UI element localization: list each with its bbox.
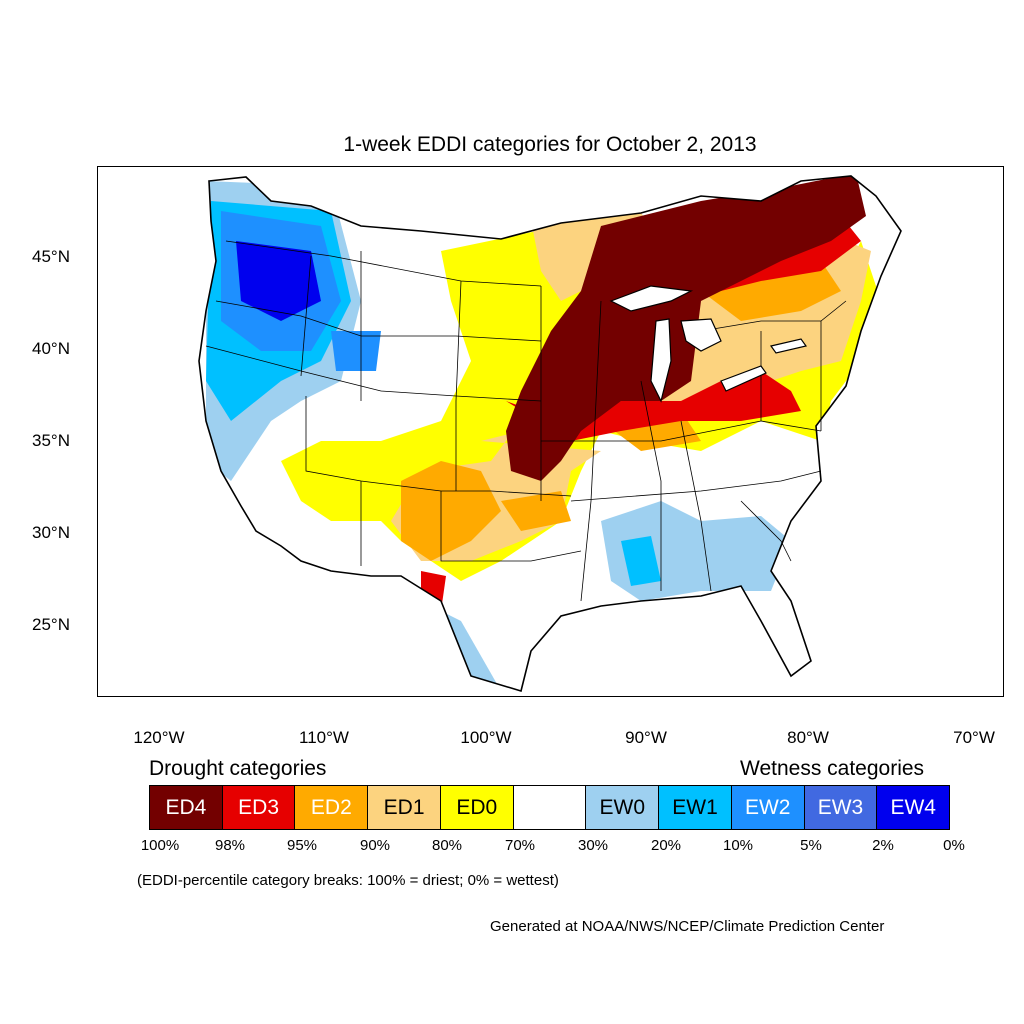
legend-box-ed3: ED3 xyxy=(221,785,296,830)
legend-box-ew0: EW0 xyxy=(585,785,660,830)
legend-box-ed1: ED1 xyxy=(367,785,441,830)
eddi-shading xyxy=(199,176,901,691)
legend-label: EW2 xyxy=(744,795,791,819)
y-tick-label: 40°N xyxy=(32,339,70,358)
category-legend: ED4 ED3 ED2 ED1 ED0 EW0 EW1 EW2 EW3 EW4 xyxy=(149,785,951,830)
legend-box-normal xyxy=(512,785,587,830)
legend-label: EW3 xyxy=(817,795,864,819)
x-tick-label: 80°W xyxy=(787,728,829,747)
percentile-label: 70% xyxy=(504,837,536,854)
map-title: 1-week EDDI categories for October 2, 20… xyxy=(343,133,757,156)
drought-categories-heading: Drought categories xyxy=(149,757,327,780)
percentile-label: 90% xyxy=(359,837,391,854)
y-tick-label: 35°N xyxy=(32,431,70,450)
legend-box-ed0: ED0 xyxy=(439,785,514,830)
y-tick-label: 25°N xyxy=(32,615,70,634)
legend-box-ew2: EW2 xyxy=(730,785,805,830)
x-tick-label: 120°W xyxy=(133,728,185,747)
legend-box-ed2: ED2 xyxy=(294,785,369,830)
y-tick-label: 45°N xyxy=(32,247,70,266)
legend-box-ed4: ED4 xyxy=(149,785,223,830)
legend-label: ED3 xyxy=(238,795,280,819)
state-boundaries xyxy=(205,240,847,602)
map-panel xyxy=(97,166,1004,697)
x-tick-label: 90°W xyxy=(625,728,667,747)
legend-label: EW1 xyxy=(672,795,718,819)
legend-box-ew3: EW3 xyxy=(803,785,878,830)
coastline xyxy=(198,175,902,693)
legend-box-ew4: EW4 xyxy=(876,785,951,830)
x-tick-label: 70°W xyxy=(953,728,995,747)
percentile-label: 80% xyxy=(431,837,463,854)
percentile-label: 2% xyxy=(872,837,894,854)
credit-line: Generated at NOAA/NWS/NCEP/Climate Predi… xyxy=(490,918,885,935)
y-tick-label: 30°N xyxy=(32,523,70,542)
legend-label: EW0 xyxy=(599,795,646,819)
legend-box-ew1: EW1 xyxy=(658,785,732,830)
percentile-label: 0% xyxy=(943,837,965,854)
x-tick-label: 110°W xyxy=(299,728,349,747)
legend-label: ED0 xyxy=(456,795,498,819)
legend-label: ED1 xyxy=(383,795,425,819)
percentile-label: 30% xyxy=(577,837,609,854)
legend-label: EW4 xyxy=(890,795,936,819)
percentile-label: 100% xyxy=(140,837,180,854)
eddi-map xyxy=(198,175,902,693)
legend-label: ED4 xyxy=(165,795,207,819)
wetness-categories-heading: Wetness categories xyxy=(740,757,925,780)
percentile-label: 10% xyxy=(722,837,754,854)
percentile-label: 98% xyxy=(214,837,246,854)
percentile-label: 95% xyxy=(286,837,318,854)
great-lakes xyxy=(609,285,808,403)
legend-label: ED2 xyxy=(310,795,352,819)
x-tick-label: 100°W xyxy=(460,728,512,747)
percentile-label: 5% xyxy=(800,837,822,854)
category-breaks-note: (EDDI-percentile category breaks: 100% =… xyxy=(137,872,559,889)
percentile-label: 20% xyxy=(650,837,682,854)
